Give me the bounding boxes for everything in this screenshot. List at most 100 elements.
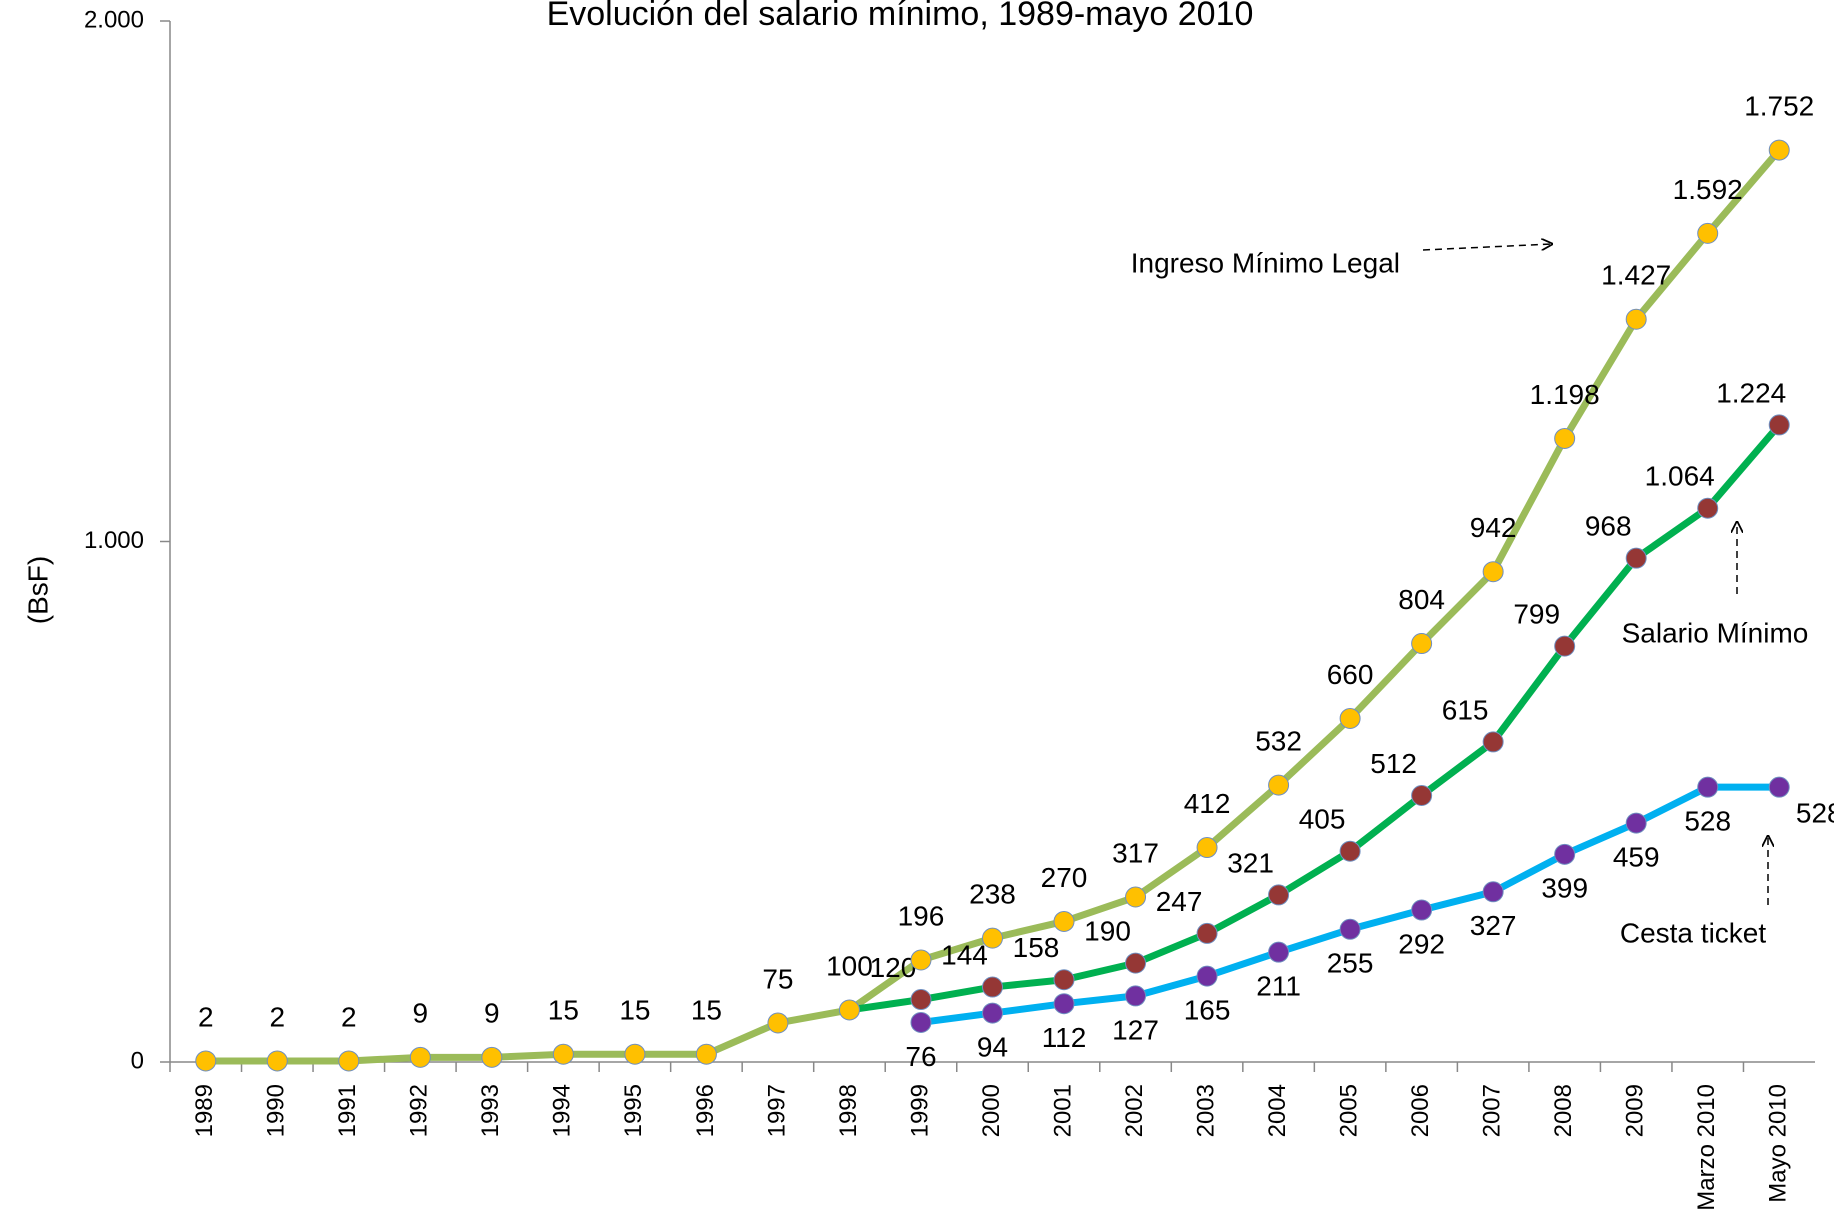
series-line (845, 421, 1783, 1014)
marker (1482, 881, 1504, 903)
marker (982, 1002, 1003, 1024)
marker (982, 927, 1003, 949)
data-label: 247 (1156, 886, 1203, 917)
x-tick-label: 1992 (406, 1084, 433, 1137)
marker (910, 1011, 932, 1033)
marker (767, 1012, 789, 1034)
data-label: 76 (905, 1041, 936, 1072)
marker (409, 1046, 431, 1068)
x-tick-label: 1990 (263, 1084, 290, 1137)
data-label: 528 (1796, 798, 1834, 829)
data-label: 317 (1112, 837, 1159, 868)
data-label: 399 (1541, 873, 1588, 904)
marker (910, 989, 932, 1011)
x-tick-label: 2003 (1192, 1084, 1219, 1137)
marker (1196, 965, 1218, 987)
x-tick-label: 2009 (1622, 1084, 1649, 1137)
y-tick-label: 0 (131, 1047, 144, 1074)
data-label: 158 (1013, 932, 1060, 963)
data-label: 321 (1227, 847, 1274, 878)
x-tick-label: 1996 (692, 1084, 719, 1137)
y-axis-label: (BsF) (22, 556, 53, 624)
data-label: 144 (941, 939, 988, 970)
data-label: 660 (1327, 659, 1374, 690)
marker (1482, 561, 1504, 583)
data-label: 1.752 (1744, 90, 1814, 121)
data-label: 9 (413, 998, 429, 1029)
marker (1554, 427, 1576, 449)
marker (910, 949, 932, 971)
data-label: 1.224 (1716, 377, 1786, 408)
marker (624, 1043, 646, 1065)
data-label: 2 (269, 1001, 285, 1032)
marker (1053, 993, 1075, 1015)
marker (1625, 308, 1647, 330)
data-label: 1.064 (1645, 461, 1715, 492)
x-tick-label: 2002 (1121, 1084, 1148, 1137)
x-tick-label: 2008 (1550, 1084, 1577, 1137)
marker (1554, 635, 1576, 657)
data-label: 1.198 (1530, 379, 1600, 410)
data-label: 942 (1470, 512, 1517, 543)
data-label: 2 (198, 1001, 214, 1032)
data-label: 532 (1255, 725, 1302, 756)
marker (338, 1050, 360, 1072)
x-tick-label: 1993 (477, 1084, 504, 1137)
data-label: 1.427 (1601, 260, 1671, 291)
data-label: 327 (1470, 910, 1517, 941)
data-label: 9 (484, 998, 500, 1029)
marker (481, 1046, 503, 1068)
marker (195, 1050, 217, 1072)
marker (1196, 922, 1218, 944)
data-label: 405 (1299, 804, 1346, 835)
marker (838, 999, 860, 1021)
marker (1339, 707, 1361, 729)
marker (982, 976, 1003, 998)
y-tick-label: 2.000 (84, 6, 144, 33)
marker (552, 1043, 574, 1065)
data-label: 75 (762, 963, 793, 994)
x-tick-label: 1998 (835, 1084, 862, 1137)
data-label: 15 (548, 995, 579, 1026)
marker (1768, 414, 1790, 436)
data-label: 15 (619, 995, 650, 1026)
data-label: 459 (1613, 841, 1660, 872)
x-tick-label: Mayo 2010 (1765, 1084, 1792, 1203)
data-label: 528 (1684, 806, 1731, 837)
marker (1053, 969, 1075, 991)
annotation: Ingreso Mínimo Legal (1131, 247, 1400, 278)
x-tick-label: 2004 (1264, 1084, 1291, 1137)
marker (1697, 497, 1719, 519)
data-label: 2 (341, 1001, 357, 1032)
x-tick-label: 1999 (906, 1084, 933, 1137)
marker (1697, 776, 1719, 798)
marker (1339, 840, 1361, 862)
x-tick-label: 2006 (1407, 1084, 1434, 1137)
annotation: Salario Mínimo (1622, 617, 1809, 648)
marker (695, 1043, 717, 1065)
data-label: 112 (1042, 1022, 1087, 1053)
x-tick-label: 1989 (191, 1084, 218, 1137)
marker (1625, 812, 1647, 834)
data-label: 190 (1084, 915, 1131, 946)
marker (266, 1050, 288, 1072)
x-tick-label: Marzo 2010 (1693, 1084, 1720, 1211)
marker (1768, 776, 1790, 798)
x-tick-label: 1995 (620, 1084, 647, 1137)
data-label: 15 (691, 995, 722, 1026)
marker (1554, 843, 1576, 865)
series-line (917, 783, 1783, 1026)
x-tick-label: 1991 (334, 1084, 361, 1137)
marker (1053, 910, 1075, 932)
marker (1411, 899, 1433, 921)
y-tick-label: 1.000 (84, 527, 144, 554)
chart-title: Evolución del salario mínimo, 1989-mayo … (547, 0, 1254, 33)
marker (1697, 222, 1719, 244)
x-tick-label: 2001 (1049, 1084, 1076, 1137)
x-tick-label: 1994 (549, 1084, 576, 1137)
data-label: 615 (1442, 694, 1489, 725)
marker (1625, 547, 1647, 569)
data-label: 94 (977, 1031, 1008, 1062)
